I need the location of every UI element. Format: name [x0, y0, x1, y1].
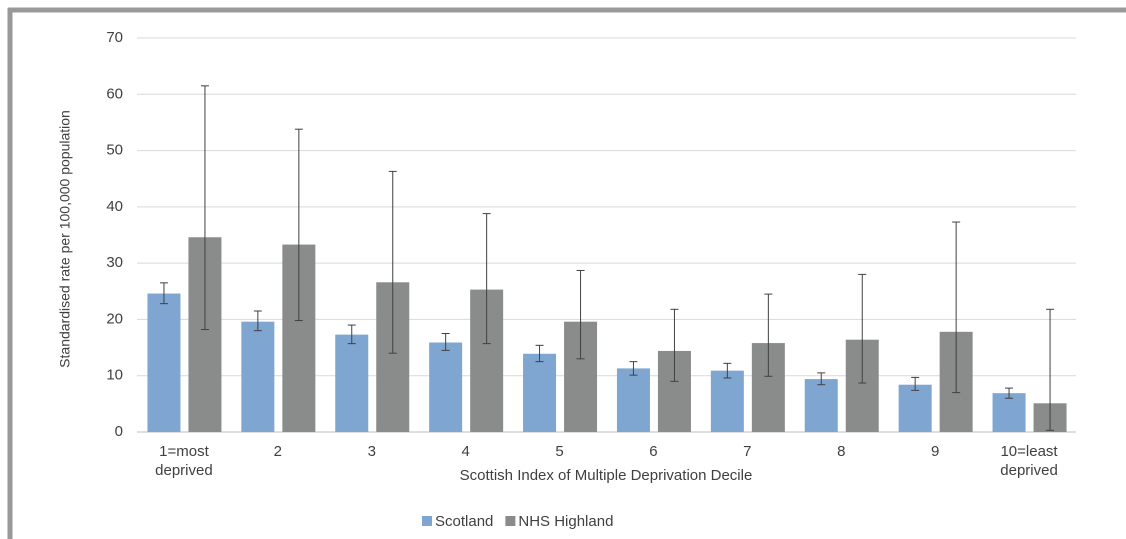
- x-tick-label: 8: [837, 443, 846, 460]
- error-bar: [347, 324, 356, 345]
- bar: [241, 321, 275, 432]
- error-bar: [911, 376, 920, 391]
- x-tick-label: 7: [743, 443, 752, 460]
- error-bar: [723, 362, 732, 379]
- error-bar: [764, 293, 773, 377]
- legend-swatch: [505, 516, 516, 526]
- x-axis-label: Scottish Index of Multiple Deprivation D…: [460, 467, 753, 484]
- y-tick-label: 50: [106, 142, 123, 159]
- y-tick-label: 40: [106, 198, 123, 215]
- error-bar: [159, 282, 168, 305]
- bar: [429, 342, 463, 432]
- error-bar: [200, 85, 209, 331]
- x-tick-label: 6: [649, 443, 658, 460]
- bar: [992, 393, 1026, 432]
- y-tick-label: 60: [106, 85, 123, 102]
- bar: [335, 334, 369, 432]
- y-tick-label: 70: [106, 29, 123, 46]
- bar: [147, 293, 181, 432]
- y-tick-label: 10: [106, 367, 123, 384]
- error-bar: [441, 333, 450, 351]
- error-bar: [670, 308, 679, 382]
- x-tick-label: 5: [555, 443, 564, 460]
- y-tick-label: 0: [115, 423, 123, 440]
- bar: [898, 384, 932, 432]
- error-bar: [817, 372, 826, 386]
- error-bar: [388, 170, 397, 354]
- x-tick-label: 9: [930, 443, 940, 460]
- y-tick-label: 30: [106, 254, 123, 271]
- error-bar: [294, 128, 303, 322]
- error-bar: [952, 221, 961, 394]
- bar: [710, 370, 744, 432]
- error-bar: [858, 273, 867, 384]
- y-axis-label: Standardised rate per 100,000 population: [57, 110, 73, 368]
- x-tick-label: 3: [367, 443, 376, 460]
- error-bar: [1046, 308, 1055, 431]
- x-tick-label: 2: [273, 443, 283, 460]
- y-tick-label: 20: [106, 310, 123, 327]
- bar: [523, 353, 557, 432]
- error-bar: [629, 361, 638, 376]
- bar: [804, 379, 838, 432]
- error-bar: [576, 269, 585, 360]
- legend-label: NHS Highland: [518, 513, 613, 530]
- x-tick-label: 10=least deprived: [1000, 443, 1058, 479]
- bar: [616, 368, 650, 432]
- legend-label: Scotland: [435, 513, 493, 530]
- error-bar: [482, 213, 491, 345]
- x-tick-label: 4: [461, 443, 470, 460]
- error-bar: [535, 344, 544, 363]
- error-bar: [1005, 387, 1014, 399]
- legend-swatch: [422, 516, 432, 526]
- error-bar: [253, 310, 262, 332]
- x-tick-label: 1=most deprived: [155, 443, 213, 479]
